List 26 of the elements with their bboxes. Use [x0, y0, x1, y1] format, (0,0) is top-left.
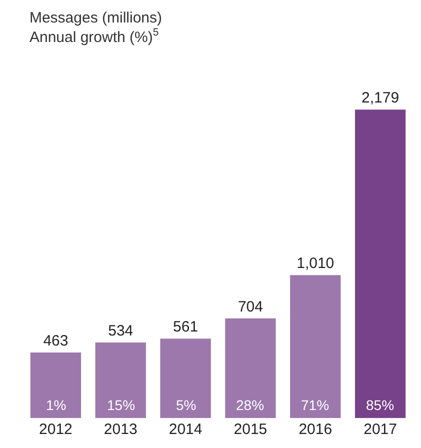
annotation: 1%	[46, 397, 66, 413]
data-label: 2,179	[362, 90, 400, 107]
annotation: 15%	[107, 397, 136, 413]
data-label: 561	[173, 318, 198, 336]
data-label: 1,010	[296, 255, 334, 272]
bar	[30, 352, 82, 418]
data-label: 463	[43, 332, 68, 350]
bar	[290, 275, 341, 418]
bar	[354, 110, 406, 418]
bar	[95, 342, 146, 418]
x-tick-label: 2015	[234, 421, 268, 438]
annotation: 5%	[176, 397, 196, 413]
annotation: 28%	[236, 397, 264, 413]
x-tick-label: 2013	[104, 421, 138, 438]
data-label: 704	[238, 298, 263, 316]
annotation: 71%	[301, 397, 330, 413]
data-label: 534	[108, 322, 134, 340]
chart-title: Messages (millions)	[29, 9, 162, 26]
bar	[225, 318, 276, 418]
bar	[160, 338, 211, 418]
annotation: 85%	[366, 397, 394, 413]
chart-subtitle: Annual growth (%)$^{5}$	[29, 26, 159, 46]
x-tick-label: 2016	[298, 421, 332, 438]
x-tick-label: 2014	[168, 421, 202, 438]
x-tick-label: 2017	[364, 421, 397, 438]
x-tick-label: 2012	[39, 421, 72, 438]
